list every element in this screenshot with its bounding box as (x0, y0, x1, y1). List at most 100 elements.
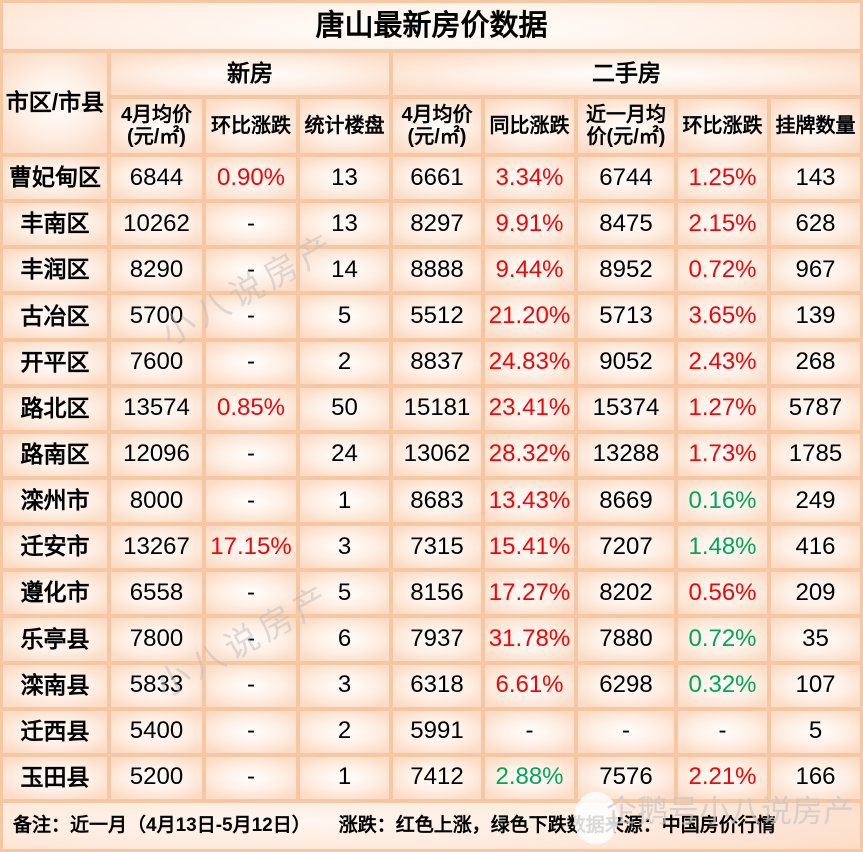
data-cell: 5 (300, 295, 389, 338)
data-cell: 0.72% (678, 618, 767, 661)
column-subheader-1: 4月均价(元/㎡) (111, 99, 202, 153)
data-cell: 5991 (393, 710, 481, 753)
column-group-secondhand-house: 二手房 (393, 53, 860, 95)
data-cell: 1 (300, 756, 389, 799)
data-cell: 13 (300, 157, 389, 200)
data-cell: 166 (771, 756, 860, 799)
data-cell: - (206, 664, 296, 707)
data-cell: 24.83% (485, 341, 574, 384)
data-cell: 6661 (393, 157, 481, 200)
region-cell: 路北区 (3, 387, 107, 430)
data-cell: - (206, 249, 296, 292)
data-cell: 0.56% (678, 572, 767, 615)
data-cell: 8000 (111, 479, 202, 523)
data-cell: - (206, 756, 296, 799)
data-cell: - (206, 203, 296, 246)
data-cell: 209 (771, 572, 860, 615)
data-cell: 8669 (578, 479, 674, 523)
data-cell: 0.85% (206, 387, 296, 430)
data-cell: 7600 (111, 341, 202, 384)
region-cell: 路南区 (3, 433, 107, 476)
data-cell: - (206, 572, 296, 615)
data-cell: 9052 (578, 341, 674, 384)
data-cell: 7800 (111, 618, 202, 661)
data-cell: 13062 (393, 433, 481, 476)
region-cell: 滦南县 (3, 664, 107, 707)
footer-legend: 涨跌：红色上涨，绿色下跌 (338, 815, 567, 837)
data-cell: 8290 (111, 249, 202, 292)
data-cell: 8475 (578, 203, 674, 246)
column-subheader-5: 同比涨跌 (485, 99, 574, 153)
region-cell: 开平区 (3, 341, 107, 384)
data-cell: 2.21% (678, 756, 767, 799)
data-cell: 268 (771, 341, 860, 384)
data-cell: - (578, 710, 674, 753)
data-cell: 7412 (393, 756, 481, 799)
data-cell: 5400 (111, 710, 202, 753)
data-cell: 15181 (393, 387, 481, 430)
data-cell: 12096 (111, 433, 202, 476)
data-cell: 3 (300, 664, 389, 707)
data-cell: 17.15% (206, 526, 296, 569)
data-cell: 6 (300, 618, 389, 661)
region-cell: 丰润区 (3, 249, 107, 292)
data-cell: - (206, 710, 296, 753)
data-cell: 7315 (393, 526, 481, 569)
data-cell: 5512 (393, 295, 481, 338)
data-cell: 7880 (578, 618, 674, 661)
column-subheader-2: 环比涨跌 (206, 99, 296, 153)
data-cell: 15.41% (485, 526, 574, 569)
data-cell: 8683 (393, 479, 481, 523)
data-cell: 8888 (393, 249, 481, 292)
data-cell: 13574 (111, 387, 202, 430)
column-subheader-6: 近一月均价(元/㎡) (578, 99, 674, 153)
table-footer: 备注：近一月（4月13日-5月12日） 涨跌：红色上涨，绿色下跌 数据来源：中国… (3, 802, 860, 849)
column-subheader-8: 挂牌数量 (771, 99, 860, 153)
data-cell: 13267 (111, 526, 202, 569)
data-cell: - (206, 433, 296, 476)
data-cell: 249 (771, 479, 860, 523)
data-cell: 5 (300, 572, 389, 615)
data-cell: 17.27% (485, 572, 574, 615)
data-cell: 35 (771, 618, 860, 661)
data-cell: 1.48% (678, 526, 767, 569)
data-cell: 13 (300, 203, 389, 246)
data-cell: - (485, 710, 574, 753)
data-cell: 13288 (578, 433, 674, 476)
data-cell: 6.61% (485, 664, 574, 707)
column-subheader-4: 4月均价(元/㎡) (393, 99, 481, 153)
data-cell: 139 (771, 295, 860, 338)
data-cell: 15374 (578, 387, 674, 430)
data-cell: 7937 (393, 618, 481, 661)
data-cell: 2.15% (678, 203, 767, 246)
data-cell: 628 (771, 203, 860, 246)
price-grid: 唐山最新房价数据 市区/市县 新房 二手房 备注：近一月（4月13日-5月12日… (3, 3, 860, 849)
data-cell: 14 (300, 249, 389, 292)
data-cell: 3.34% (485, 157, 574, 200)
region-cell: 乐亭县 (3, 618, 107, 661)
data-cell: 13.43% (485, 479, 574, 523)
data-cell: 1.73% (678, 433, 767, 476)
region-cell: 玉田县 (3, 756, 107, 799)
region-cell: 古冶区 (3, 295, 107, 338)
data-cell: 6744 (578, 157, 674, 200)
data-cell: 21.20% (485, 295, 574, 338)
data-cell: 1 (300, 479, 389, 523)
data-cell: 9.91% (485, 203, 574, 246)
data-cell: 8837 (393, 341, 481, 384)
column-group-new-house: 新房 (111, 53, 389, 95)
data-cell: 23.41% (485, 387, 574, 430)
data-cell: 6844 (111, 157, 202, 200)
column-subheader-3: 统计楼盘 (300, 99, 389, 153)
region-cell: 曹妃甸区 (3, 157, 107, 200)
data-cell: 5700 (111, 295, 202, 338)
data-cell: 0.32% (678, 664, 767, 707)
data-cell: 2.88% (485, 756, 574, 799)
data-cell: 3.65% (678, 295, 767, 338)
data-cell: 31.78% (485, 618, 574, 661)
region-cell: 迁西县 (3, 710, 107, 753)
data-cell: 0.90% (206, 157, 296, 200)
data-cell: 107 (771, 664, 860, 707)
data-cell: 8202 (578, 572, 674, 615)
